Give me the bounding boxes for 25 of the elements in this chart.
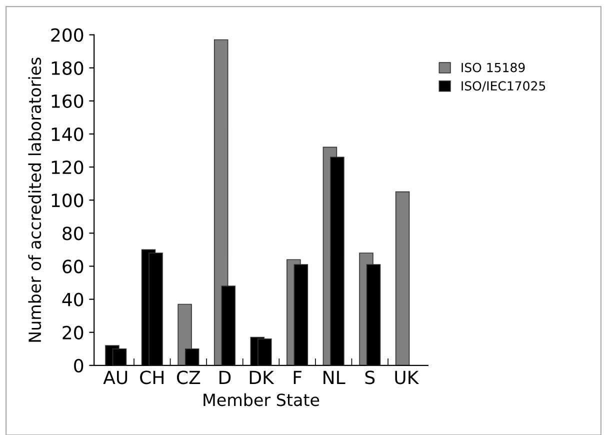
x-tick-label: CZ bbox=[176, 370, 200, 384]
x-tick-label: F bbox=[294, 370, 302, 384]
x-axis-title: Member State bbox=[204, 393, 320, 406]
y-tick-label: 200 bbox=[51, 28, 84, 42]
y-tick-label: 20 bbox=[62, 326, 84, 340]
bar bbox=[395, 191, 410, 366]
legend-label: ISO/IEC17025 bbox=[462, 81, 546, 92]
y-tick-label: 180 bbox=[52, 61, 84, 75]
x-tick-label: UK bbox=[395, 370, 420, 384]
y-tick-label: 40 bbox=[62, 292, 84, 306]
x-tick-label: AU bbox=[103, 370, 128, 384]
x-tick-label: S bbox=[365, 370, 375, 384]
x-tick-label: D bbox=[220, 370, 231, 384]
y-tick-label: 80 bbox=[62, 226, 84, 240]
x-tick-label: CH bbox=[140, 370, 164, 384]
y-tick-label: 160 bbox=[52, 94, 84, 108]
legend-label: ISO 15189 bbox=[462, 62, 525, 72]
y-axis-title: Number of accredited laboratories bbox=[28, 58, 42, 342]
x-tick-label: DK bbox=[250, 370, 274, 384]
y-tick-label: 120 bbox=[52, 160, 84, 174]
y-tick-label: 60 bbox=[62, 260, 84, 274]
x-tick-label: NL bbox=[324, 370, 346, 384]
y-tick-label: 100 bbox=[52, 194, 84, 208]
y-tick-label: 0 bbox=[74, 358, 84, 373]
y-tick-label: 140 bbox=[52, 127, 84, 142]
